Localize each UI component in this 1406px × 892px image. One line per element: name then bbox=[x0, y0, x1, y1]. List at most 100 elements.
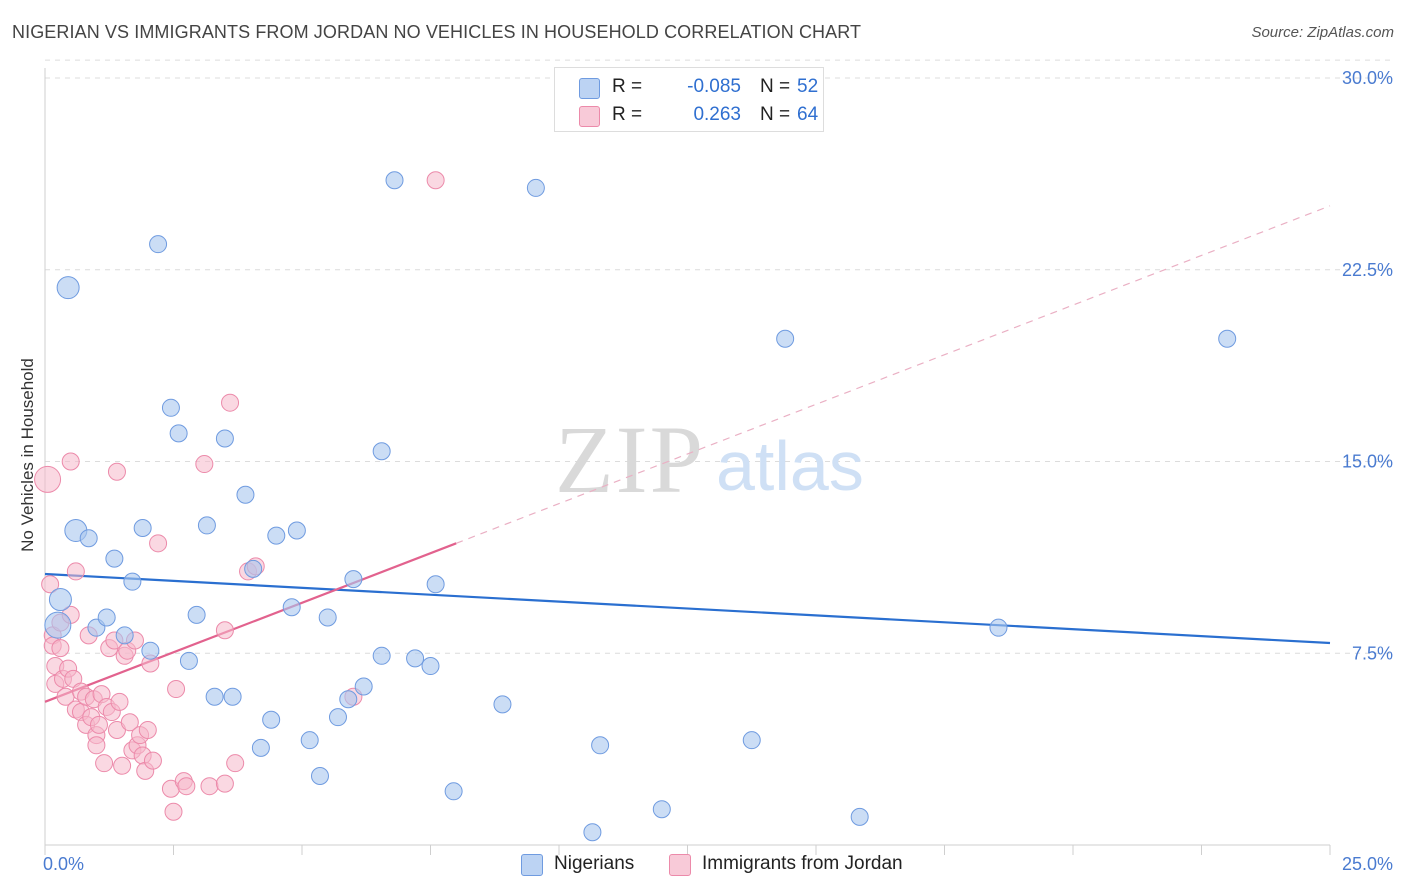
data-point-nigerian bbox=[339, 690, 358, 709]
watermark: ZIP atlas bbox=[555, 406, 864, 513]
data-point-nigerian bbox=[244, 559, 263, 578]
data-point-jordan bbox=[149, 534, 168, 553]
data-point-nigerian bbox=[318, 608, 337, 627]
data-point-jordan bbox=[120, 713, 139, 732]
data-point-nigerian bbox=[251, 738, 270, 757]
data-point-nigerian bbox=[372, 646, 391, 665]
legend-r-value: 0.263 bbox=[693, 104, 741, 125]
data-point-nigerian bbox=[850, 807, 869, 826]
data-point-nigerian bbox=[267, 526, 286, 545]
data-point-nigerian bbox=[169, 424, 188, 443]
data-point-nigerian bbox=[776, 329, 795, 348]
data-point-nigerian bbox=[44, 611, 72, 639]
data-point-nigerian bbox=[123, 572, 142, 591]
data-point-nigerian bbox=[149, 235, 168, 254]
data-point-nigerian bbox=[652, 800, 671, 819]
data-point-nigerian bbox=[372, 442, 391, 461]
data-point-nigerian bbox=[105, 549, 124, 568]
data-point-nigerian bbox=[133, 518, 152, 537]
data-point-jordan bbox=[221, 393, 240, 412]
data-point-jordan bbox=[89, 715, 108, 734]
data-point-nigerian bbox=[444, 782, 463, 801]
watermark-atlas: atlas bbox=[716, 427, 864, 505]
data-point-nigerian bbox=[115, 626, 134, 645]
data-point-nigerian bbox=[262, 710, 281, 729]
data-point-jordan bbox=[143, 751, 162, 770]
data-point-nigerian bbox=[989, 618, 1008, 637]
data-point-jordan bbox=[215, 621, 234, 640]
data-point-nigerian bbox=[742, 731, 761, 750]
data-point-nigerian bbox=[215, 429, 234, 448]
data-point-nigerian bbox=[385, 171, 404, 190]
data-point-jordan bbox=[167, 680, 186, 699]
data-point-nigerian bbox=[344, 570, 363, 589]
data-point-nigerian bbox=[197, 516, 216, 535]
legend-n-label: N = bbox=[760, 76, 791, 97]
legend-swatch-blue bbox=[521, 854, 543, 876]
nigerian-points bbox=[44, 171, 1237, 842]
data-point-jordan bbox=[177, 777, 196, 796]
data-point-nigerian bbox=[179, 651, 198, 670]
trend-lines bbox=[44, 205, 1331, 703]
data-point-nigerian bbox=[493, 695, 512, 714]
data-point-nigerian bbox=[236, 485, 255, 504]
data-point-nigerian bbox=[526, 178, 545, 197]
data-point-nigerian bbox=[421, 657, 440, 676]
data-point-nigerian bbox=[300, 731, 319, 750]
data-point-nigerian bbox=[287, 521, 306, 540]
data-point-nigerian bbox=[187, 605, 206, 624]
y-tick-label: 15.0% bbox=[1342, 452, 1393, 472]
data-point-nigerian bbox=[1218, 329, 1237, 348]
legend-label-jordan: Immigrants from Jordan bbox=[702, 853, 903, 874]
data-point-jordan bbox=[107, 462, 126, 481]
data-point-nigerian bbox=[141, 641, 160, 660]
data-point-nigerian bbox=[591, 736, 610, 755]
data-point-nigerian bbox=[79, 529, 98, 548]
x-tick-label: 25.0% bbox=[1342, 854, 1393, 874]
x-tick-label: 0.0% bbox=[43, 854, 84, 874]
data-point-nigerian bbox=[97, 608, 116, 627]
y-tick-label: 30.0% bbox=[1342, 68, 1393, 88]
y-tick-label: 22.5% bbox=[1342, 260, 1393, 280]
data-point-jordan bbox=[95, 754, 114, 773]
series-legend: Nigerians Immigrants from Jordan bbox=[0, 850, 1406, 880]
data-point-jordan bbox=[164, 802, 183, 821]
data-point-jordan bbox=[195, 455, 214, 474]
jordan-trend-extension bbox=[455, 205, 1331, 544]
data-point-nigerian bbox=[406, 649, 425, 668]
data-point-jordan bbox=[41, 575, 60, 594]
axes bbox=[44, 68, 1331, 855]
data-point-nigerian bbox=[310, 766, 329, 785]
legend-r-label: R = bbox=[612, 104, 643, 125]
data-point-nigerian bbox=[205, 687, 224, 706]
data-point-jordan bbox=[200, 777, 219, 796]
jordan-points bbox=[34, 171, 445, 821]
data-point-jordan bbox=[138, 720, 157, 739]
legend-swatch-blue bbox=[579, 78, 600, 99]
data-point-jordan bbox=[87, 736, 106, 755]
tick-labels: 7.5% 15.0% 22.5% 30.0% 0.0% 25.0% bbox=[43, 68, 1393, 874]
data-point-nigerian bbox=[282, 598, 301, 617]
data-point-jordan bbox=[66, 562, 85, 581]
data-point-nigerian bbox=[56, 276, 80, 300]
data-point-jordan bbox=[113, 756, 132, 775]
jordan-trend-line bbox=[44, 542, 457, 703]
data-point-jordan bbox=[226, 754, 245, 773]
legend-r-label: R = bbox=[612, 76, 643, 97]
chart-title: NIGERIAN VS IMMIGRANTS FROM JORDAN NO VE… bbox=[12, 22, 862, 42]
legend-label-nigerians: Nigerians bbox=[554, 853, 635, 874]
correlation-legend: R = -0.085 N = 52 R = 0.263 N = 64 bbox=[554, 67, 824, 132]
data-point-jordan bbox=[215, 774, 234, 793]
legend-swatch-pink bbox=[579, 106, 600, 127]
data-point-nigerian bbox=[426, 575, 445, 594]
legend-n-value: 52 bbox=[797, 76, 819, 97]
data-point-jordan bbox=[51, 639, 70, 658]
data-point-nigerian bbox=[583, 823, 602, 842]
data-point-jordan bbox=[34, 465, 62, 493]
y-tick-label: 7.5% bbox=[1352, 643, 1393, 663]
legend-r-value: -0.085 bbox=[687, 76, 741, 97]
data-point-jordan bbox=[61, 452, 80, 471]
legend-n-label: N = bbox=[760, 104, 791, 125]
data-point-nigerian bbox=[48, 588, 72, 612]
